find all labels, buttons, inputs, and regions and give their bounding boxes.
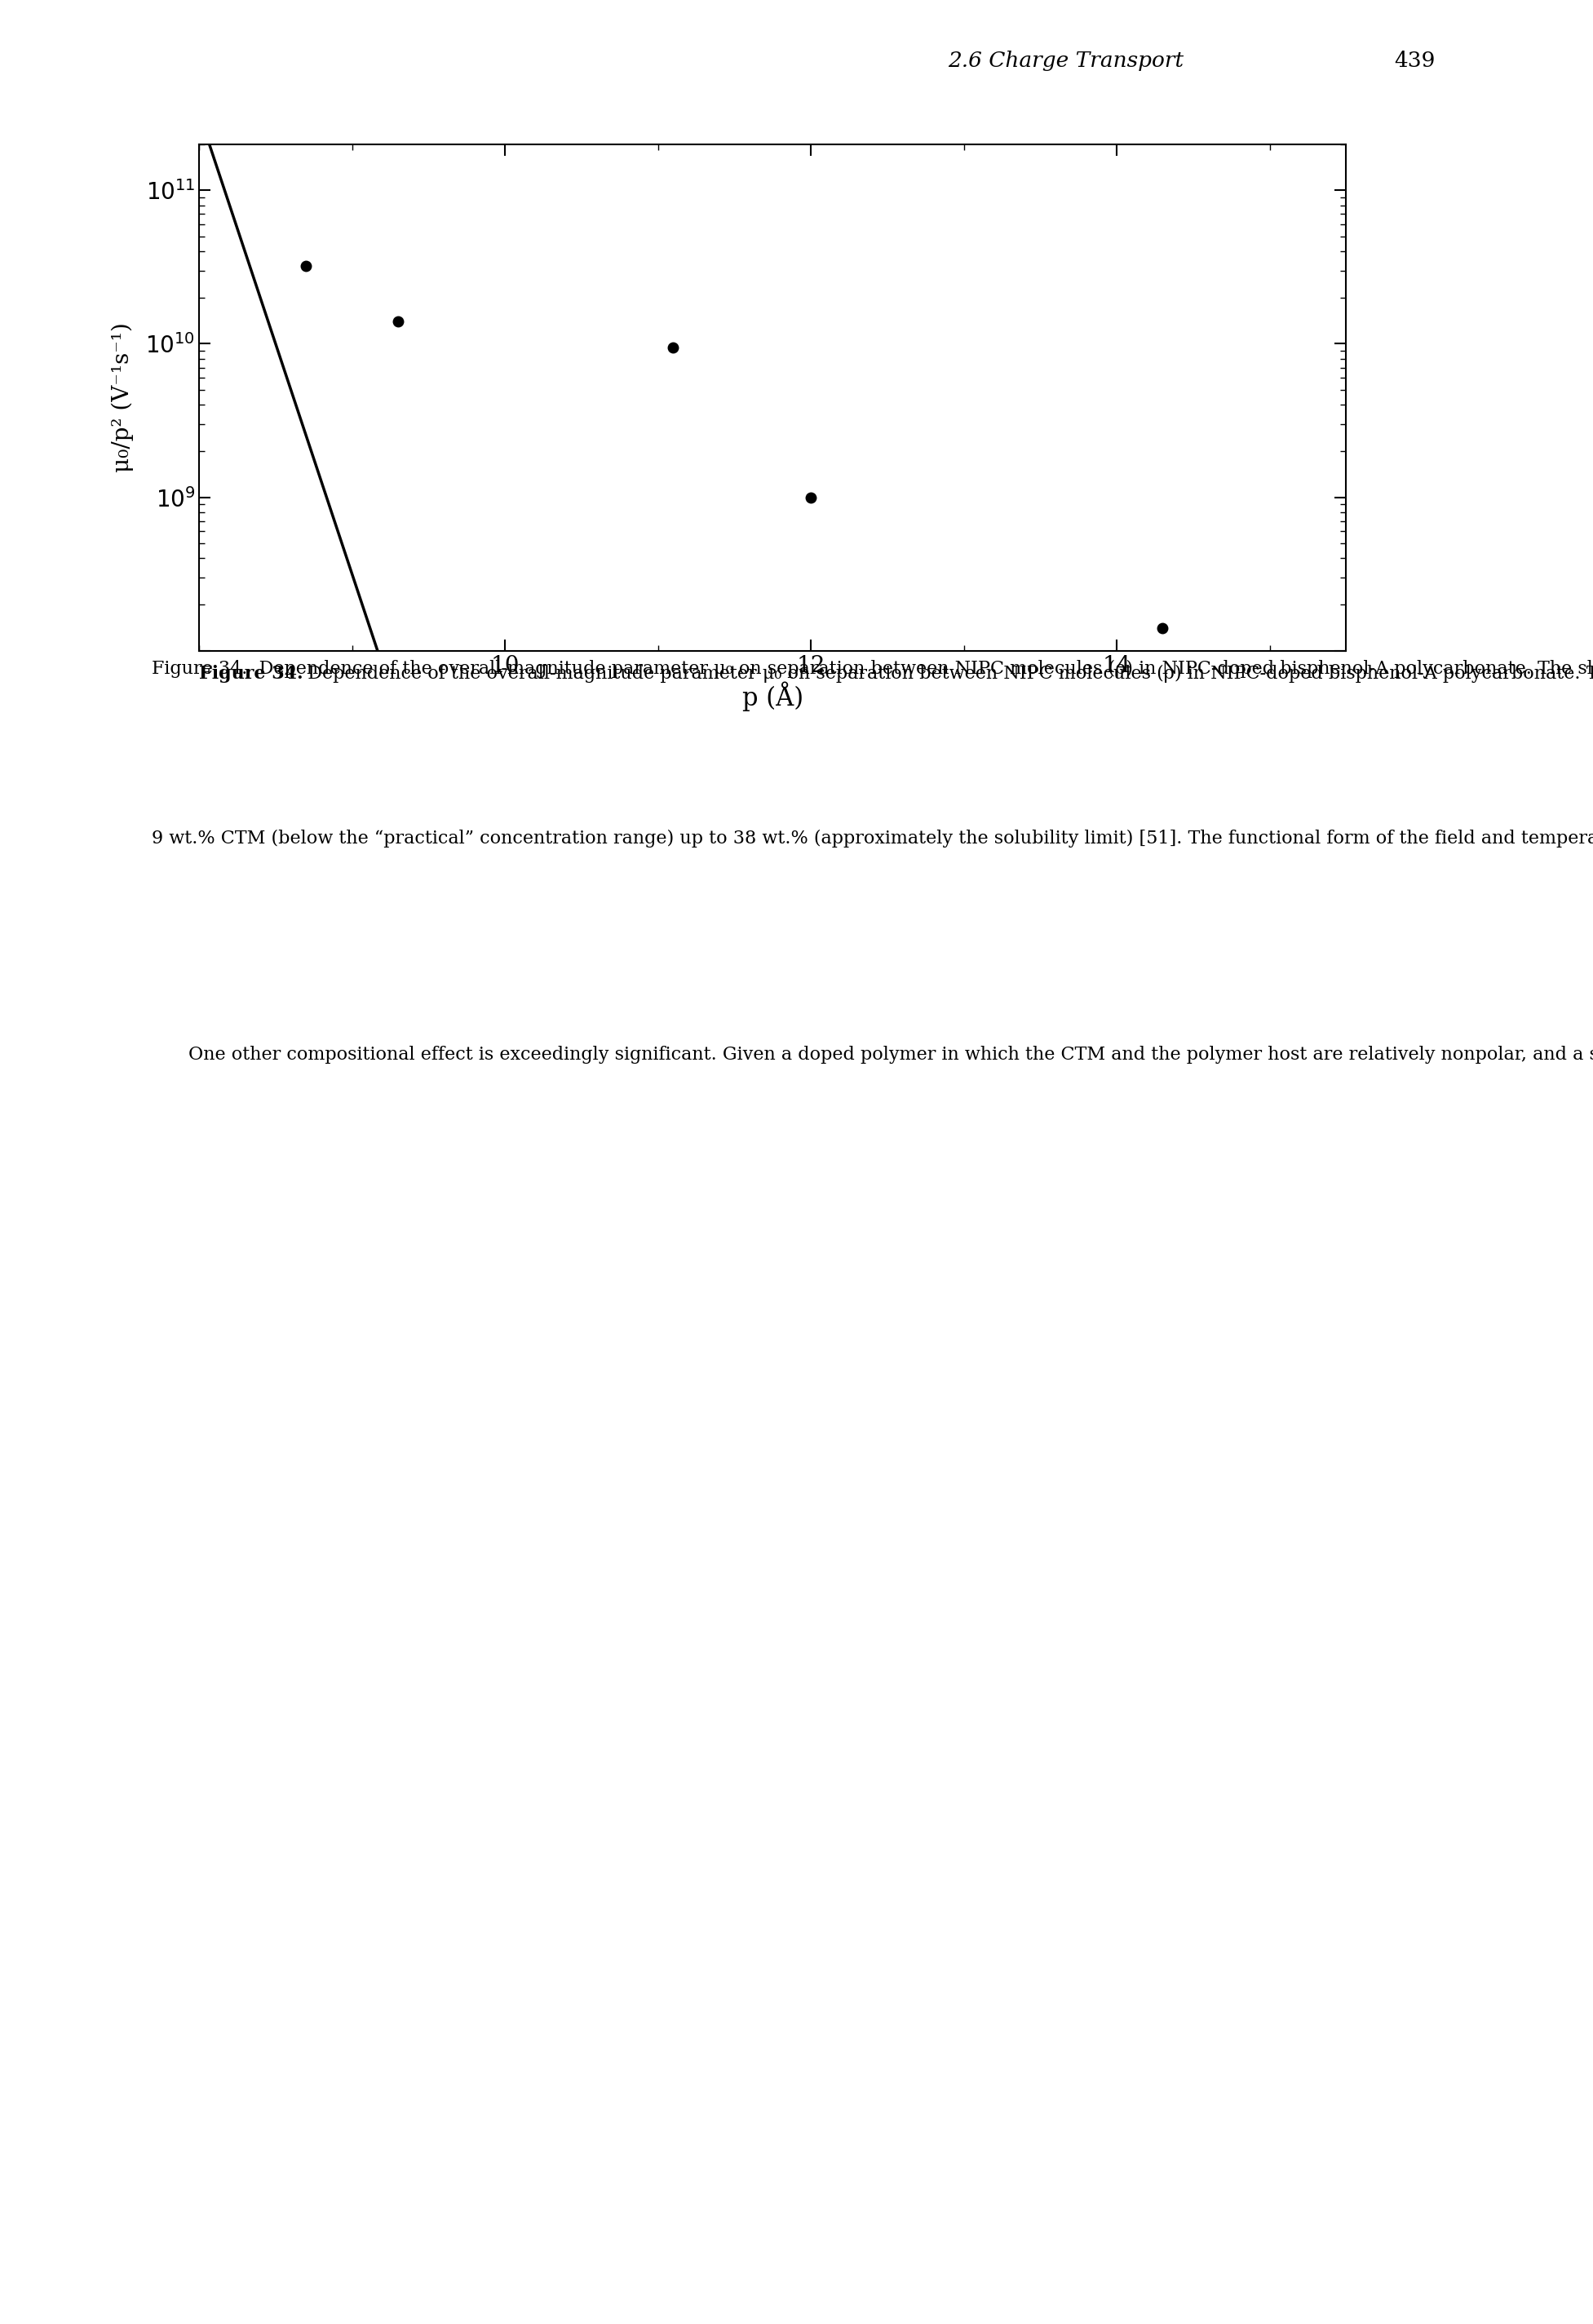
Text: 439: 439 — [1394, 51, 1435, 70]
Text: 2.6 Charge Transport: 2.6 Charge Transport — [948, 51, 1184, 70]
Text: 9 wt.% CTM (below the “practical” concentration range) up to 38 wt.% (approximat: 9 wt.% CTM (below the “practical” concen… — [151, 830, 1593, 848]
Text: Dependence of the overall-magnitude parameter μ₀ on separation between NIPC mole: Dependence of the overall-magnitude para… — [296, 665, 1593, 683]
Text: One other compositional effect is exceedingly significant. Given a doped polymer: One other compositional effect is exceed… — [188, 1046, 1593, 1064]
Text: Figure 34.: Figure 34. — [199, 665, 303, 683]
X-axis label: p (Å): p (Å) — [742, 681, 803, 711]
Text: Figure 34.  Dependence of the overall-magnitude parameter μ₀ on separation betwe: Figure 34. Dependence of the overall-mag… — [151, 660, 1593, 679]
Y-axis label: μ₀/p² (V⁻¹s⁻¹): μ₀/p² (V⁻¹s⁻¹) — [112, 323, 134, 472]
